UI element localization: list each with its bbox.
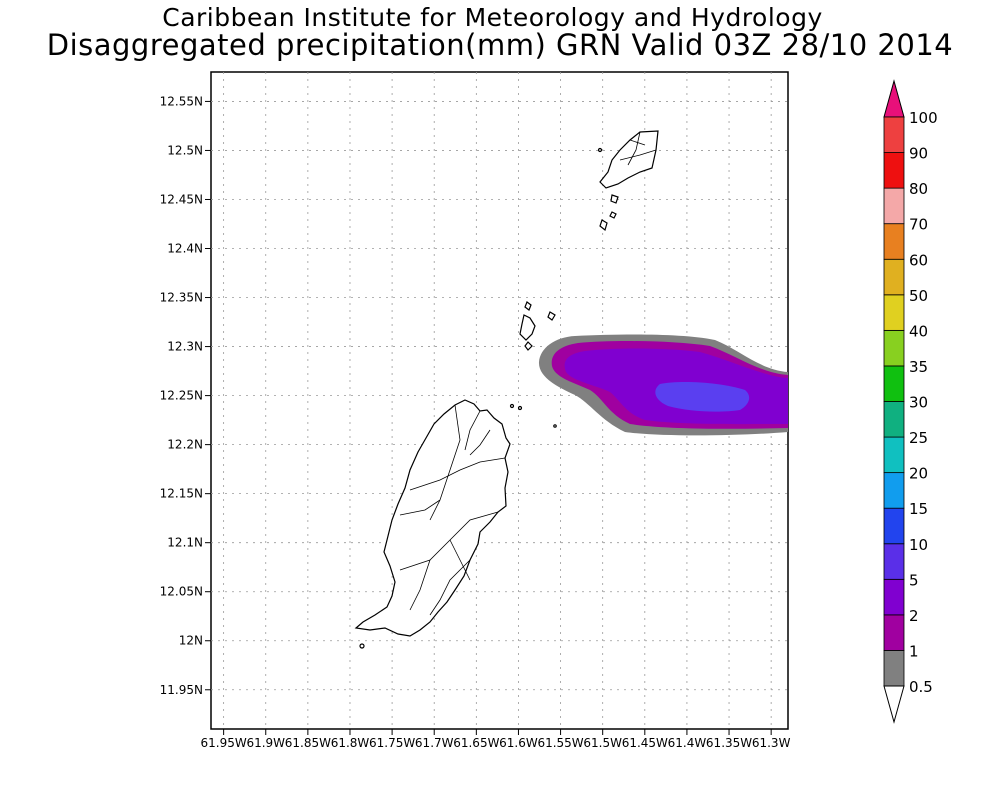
- parish-boundary: [619, 149, 657, 161]
- colorbar-label: 5: [909, 571, 919, 589]
- lat-tick-label: 12N: [179, 634, 203, 648]
- islet: [610, 194, 619, 204]
- colorbar-label: 20: [909, 465, 928, 483]
- lat-tick-label: 12.25N: [160, 389, 203, 403]
- islet: [509, 403, 515, 409]
- lon-tick-label: 61.8W: [331, 736, 370, 750]
- islet: [359, 643, 365, 649]
- lat-tick-label: 12.05N: [160, 585, 203, 599]
- parish-boundary: [629, 139, 646, 146]
- parish-boundary: [399, 499, 441, 516]
- parish-boundary: [469, 429, 491, 456]
- lat-tick-label: 11.95N: [160, 683, 203, 697]
- lon-tick-label: 61.95W: [201, 736, 247, 750]
- colorbar-label: 2: [909, 607, 919, 625]
- colorbar-segment: [883, 365, 905, 402]
- colorbar-label: 10: [909, 536, 928, 554]
- lon-tick-label: 61.6W: [499, 736, 538, 750]
- colorbar-label: 50: [909, 287, 928, 305]
- colorbar-segment: [883, 187, 905, 225]
- ronde-islets: [519, 301, 556, 351]
- precip-5-band: [655, 382, 750, 412]
- colorbar-segment: [883, 223, 905, 260]
- colorbar-segment: [883, 116, 905, 153]
- colorbar-segment: [883, 258, 905, 296]
- lat-tick-label: 12.2N: [167, 438, 203, 452]
- colorbar-label: 30: [909, 394, 928, 412]
- parish-boundary: [429, 559, 471, 616]
- colorbar-segment: [883, 507, 905, 545]
- lat-tick-label: 12.1N: [167, 536, 203, 550]
- colorbar-label: 80: [909, 180, 928, 198]
- colorbar-label: 35: [909, 358, 928, 376]
- colorbar-segment: [883, 543, 905, 580]
- parish-boundary: [449, 539, 471, 581]
- ronde-island: [519, 314, 536, 341]
- colorbar-segment: [883, 472, 905, 509]
- parish-boundary: [627, 131, 641, 166]
- lon-tick-label: 61.9W: [246, 736, 285, 750]
- colorbar-label: 15: [909, 500, 928, 518]
- lon-tick-label: 61.85W: [285, 736, 331, 750]
- colorbar-label: 0.5: [909, 678, 933, 696]
- islet: [597, 147, 603, 153]
- colorbar-under-triangle: [883, 685, 905, 724]
- lat-tick-label: 12.4N: [167, 242, 203, 256]
- lon-tick-label: 61.35W: [706, 736, 752, 750]
- title-line-1: Caribbean Institute for Meteorology and …: [162, 3, 823, 32]
- lon-tick-label: 61.75W: [369, 736, 415, 750]
- colorbar-label: 100: [909, 109, 938, 127]
- colorbar-over-triangle: [883, 79, 905, 118]
- colorbar-segment: [883, 578, 905, 616]
- parish-boundary: [409, 559, 431, 611]
- colorbar-segment: [883, 650, 905, 687]
- lat-tick-label: 12.15N: [160, 487, 203, 501]
- lon-tick-label: 61.5W: [583, 736, 622, 750]
- colorbar-label: 90: [909, 145, 928, 163]
- lon-tick-label: 61.7W: [415, 736, 454, 750]
- lon-tick-label: 61.45W: [622, 736, 668, 750]
- lon-tick-label: 61.4W: [668, 736, 707, 750]
- grenada-island: [354, 399, 557, 649]
- lon-tick-label: 61.65W: [453, 736, 499, 750]
- lat-tick-label: 12.5N: [167, 143, 203, 157]
- islet: [599, 219, 608, 232]
- islet: [524, 341, 533, 351]
- islet: [524, 301, 532, 311]
- carriacou-coastline: [599, 130, 659, 189]
- colorbar-label: 1: [909, 642, 919, 660]
- grenada-coastline: [354, 399, 511, 637]
- precipitation-overlay: [538, 334, 788, 436]
- lat-tick-label: 12.3N: [167, 340, 203, 354]
- islet: [517, 405, 523, 411]
- latitude-tick-labels: 12.55N 12.5N 12.45N 12.4N 12.35N 12.3N 12.25N 1…: [160, 94, 211, 697]
- parish-boundary: [464, 410, 481, 451]
- colorbar-segment: [883, 614, 905, 651]
- lon-tick-label: 61.3W: [752, 736, 791, 750]
- longitude-tick-labels: 61.95W 61.9W 61.85W 61.8W 61.75W 61.7W 61.65W 6…: [201, 729, 791, 750]
- islet: [547, 311, 556, 321]
- colorbar-segment: [883, 401, 905, 438]
- parish-boundary: [409, 457, 506, 491]
- colorbar-segment: [883, 152, 905, 189]
- colorbar-segment: [883, 329, 905, 367]
- carriacou-island: [597, 130, 659, 232]
- colorbar-label: 25: [909, 429, 928, 447]
- islet: [609, 211, 617, 219]
- colorbar-segment: [883, 294, 905, 331]
- lat-tick-label: 12.55N: [160, 94, 203, 108]
- islet: [553, 424, 557, 428]
- lat-tick-label: 12.35N: [160, 291, 203, 305]
- colorbar-label: 70: [909, 216, 928, 234]
- lat-tick-label: 12.45N: [160, 192, 203, 206]
- lon-tick-label: 61.55W: [537, 736, 583, 750]
- colorbar-label: 60: [909, 251, 928, 269]
- colorbar-label: 40: [909, 322, 928, 340]
- title-line-2: Disaggregated precipitation(mm) GRN Vali…: [46, 28, 954, 62]
- parish-boundary: [429, 404, 461, 521]
- colorbar-segment: [883, 436, 905, 474]
